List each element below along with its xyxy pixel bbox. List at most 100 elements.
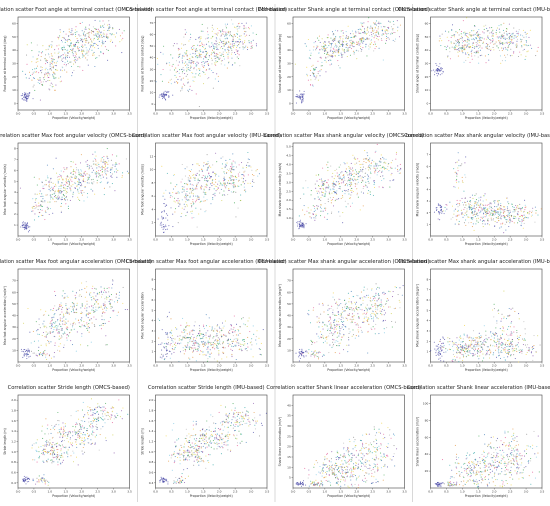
scatter-point [393,31,395,34]
scatter-point [467,52,469,54]
scatter-point [83,171,85,173]
scatter-point [477,52,479,54]
scatter-point [185,75,187,77]
scatter-point [26,228,28,230]
scatter-point [56,327,58,329]
scatter-point [181,186,183,188]
scatter-point [517,210,519,213]
scatter-point [60,174,62,177]
scatter-point [382,156,384,159]
scatter-point [482,31,484,33]
scatter-point [23,349,25,351]
scatter-point [346,162,348,164]
scatter-point [107,181,109,183]
scatter-point [377,35,379,38]
scatter-point [172,188,175,190]
scatter-point [299,90,301,92]
scatter-point [44,349,46,351]
scatter-point [480,39,482,42]
scatter-point [476,212,478,214]
scatter-point [202,70,204,73]
scatter-point [72,161,74,163]
scatter-point [66,312,68,314]
scatter-point [49,56,51,58]
scatter-point [313,217,315,219]
scatter-point [93,37,95,39]
scatter-point [60,170,62,172]
scatter-point [80,154,82,156]
scatter-point [181,70,184,73]
scatter-point [82,46,84,48]
scatter-point [116,299,119,302]
scatter-point [495,32,497,34]
scatter-point [199,45,201,47]
scatter-point [206,163,208,165]
scatter-point [369,157,371,159]
scatter-point [81,51,83,53]
scatter-point [474,33,476,35]
scatter-point [56,45,58,47]
scatter-point [350,33,352,35]
scatter-point [99,20,101,22]
scatter-point [45,325,47,327]
panel-title: Correlation scatter Max shank angular ve… [404,133,550,139]
scatter-point [59,304,61,306]
scatter-point [469,34,471,36]
y-tick-label: 1 [14,223,16,227]
scatter-point [35,353,37,355]
scatter-point [364,157,366,160]
scatter-point [187,64,189,66]
scatter-point [436,70,438,72]
scatter-point [74,176,76,178]
scatter-point [347,174,349,176]
scatter-point [80,295,83,297]
scatter-point [208,77,210,79]
scatter-point [171,65,173,67]
scatter-point [47,69,49,71]
scatter-point [95,306,97,308]
scatter-point [67,296,69,298]
scatter-point [453,47,455,49]
scatter-point [39,327,41,329]
scatter-point [48,181,50,184]
scatter-point [96,179,98,181]
scatter-point [321,181,323,183]
scatter-point [251,185,253,187]
scatter-point [374,167,376,169]
scatter-point [348,179,350,181]
scatter-point [193,44,195,47]
scatter-point [223,194,225,196]
scatter-point [105,174,107,176]
scatter-point [102,311,104,313]
scatter-point [70,61,72,63]
scatter-point [225,35,227,37]
scatter-point [97,306,99,308]
scatter-point [345,206,347,208]
scatter-point [502,212,504,214]
scatter-point [218,175,220,177]
scatter-point [479,38,481,40]
x-ticks: 0.0 0.5 1.0 1.5 2.0 2.5 3.0 3.5 [428,236,544,242]
scatter-point [213,46,215,48]
scatter-point [236,177,238,179]
scatter-point [340,52,342,54]
scatter-point [378,35,380,37]
scatter-point [26,355,28,357]
x-axis-label: Proportion (Velocity/weight) [327,242,370,246]
scatter-point [95,34,97,36]
scatter-point [482,216,484,218]
scatter-point [62,179,64,181]
scatter-point [372,43,375,46]
scatter-point [476,34,478,36]
scatter-point [336,168,338,170]
scatter-point [50,327,52,329]
scatter-point [60,337,62,339]
scatter-point [363,30,365,32]
scatter-point [213,51,215,53]
scatter-point [111,182,113,185]
scatter-point [441,40,443,42]
scatter-point [221,46,223,48]
scatter-point [74,45,76,47]
scatter-point [70,166,72,168]
scatter-point [57,332,59,334]
